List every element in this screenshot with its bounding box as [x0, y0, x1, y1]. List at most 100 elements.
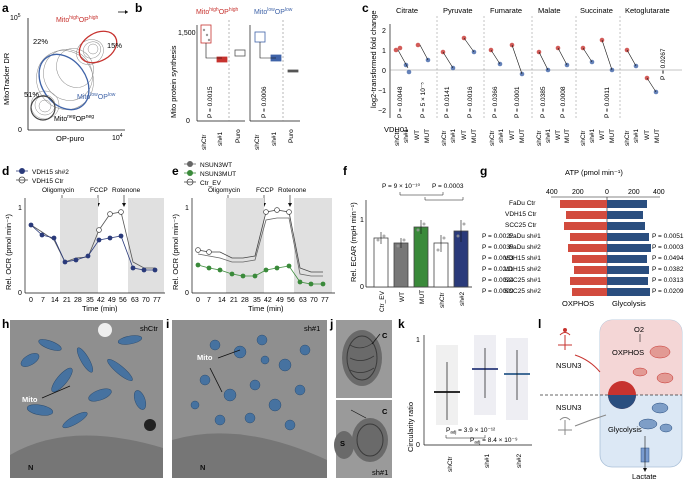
- e-points-mut: [195, 262, 326, 287]
- g-x-tick-3: 200: [628, 189, 640, 196]
- panel-b: b Mito protein synthesis 1,500 0 Mitohig…: [135, 1, 300, 150]
- g-row-label: SCC25 Ctr: [505, 222, 537, 229]
- d-x-tick: 0: [29, 297, 33, 304]
- e-drug-0: Oligomycin: [208, 187, 241, 194]
- c-cat-mut-2: MUT: [471, 129, 478, 143]
- f-cat-mut: MUT: [419, 290, 426, 304]
- a-gate-neg: [30, 95, 56, 121]
- c-cat-sh1-4: sh#1: [545, 129, 552, 143]
- c-cat-wt-2: WT: [461, 130, 468, 140]
- f-y-tick-1: 1: [360, 217, 364, 224]
- g-left-p-value: P = 0.0022: [482, 233, 514, 240]
- e-x-tick: 35: [253, 297, 261, 304]
- e-x-tick: 70: [310, 297, 318, 304]
- c-cat-shctr-3: shCtr: [489, 130, 496, 146]
- b-p-left: P = 0.0015: [207, 86, 214, 118]
- b-box-low-shctr: [254, 31, 266, 43]
- c-title-pyruvate: Pyruvate: [443, 6, 473, 15]
- d-x-tick: 49: [108, 297, 116, 304]
- panel-letter-b: b: [135, 1, 142, 15]
- e-x-axis-label: Time (min): [248, 304, 284, 313]
- c-title-fumarate: Fumarate: [490, 6, 522, 15]
- g-right-p-value: P = 0.0494: [652, 255, 684, 262]
- a-y-tick-max: 105: [10, 13, 21, 22]
- i-mitochondria: [190, 334, 311, 431]
- a-gate-low: [38, 53, 90, 111]
- e-x-ticks: 0 7 14 21 28 35 42 49 56 63 70 77: [196, 297, 329, 304]
- panel-letter-h: h: [2, 317, 9, 331]
- d-x-ticks: 0 7 14 21 28 35 42 49 56 63 70 77: [29, 297, 161, 304]
- a-pct-51: 51%: [24, 90, 39, 99]
- panel-d: d VDH15 sh#2 VDH15 Ctr Oligomycin FCCP R…: [2, 164, 165, 313]
- d-points-ctr: [96, 209, 124, 233]
- c-cat-shctr: shCtr: [394, 130, 401, 146]
- c-cat-mut: MUT: [424, 129, 431, 143]
- b-right-title: MitolowOPlow: [254, 7, 293, 16]
- b-cat-sh1-2: sh#1: [271, 132, 278, 146]
- g-left-p-value: P = 0.0009: [482, 288, 514, 295]
- c-cat-shctr-5: shCtr: [580, 130, 587, 146]
- panel-i: i sh#1 Mito N: [166, 317, 327, 478]
- g-right-p: P = 0.0051 P = 0.0003 P = 0.0494 P = 0.0…: [652, 233, 684, 295]
- b-box-high-sh1: [216, 56, 228, 63]
- c-cat-sh1-5: sh#1: [589, 129, 596, 143]
- f-bar-wt: [393, 242, 409, 288]
- e-y-tick-1: 1: [185, 205, 189, 212]
- d-x-tick: 21: [63, 297, 71, 304]
- g-footer-right: Glycolysis: [612, 299, 646, 308]
- k-p2: Padj = 8.4 × 10⁻⁹: [470, 437, 518, 445]
- b-box-high-puro: [234, 49, 246, 57]
- a-gate-high: [78, 30, 118, 64]
- d-y-tick-0: 0: [18, 290, 22, 297]
- c-cat-sh1-2: sh#1: [450, 129, 457, 143]
- f-y-axis-label: Rel. ECAR (mpH min⁻¹): [349, 202, 358, 282]
- b-cat-shctr: shCtr: [201, 134, 208, 150]
- e-line-ev: [197, 209, 323, 273]
- c-cat-mut-5: MUT: [609, 129, 616, 143]
- c-cat-shctr-4: shCtr: [536, 130, 543, 146]
- c-data-points: [393, 35, 659, 95]
- l-nsun3-bottom: NSUN3: [556, 403, 581, 412]
- g-row-label: FaDu Ctr: [509, 200, 536, 207]
- d-y-axis-label: Rel. OCR (pmol min⁻¹): [4, 213, 13, 290]
- panel-e: e NSUN3WT NSUN3MUT Ctr_EV Oligomycin FCC…: [171, 161, 335, 313]
- c-cat-mut-3: MUT: [519, 129, 526, 143]
- c-p-4: P = 0.0366: [492, 86, 499, 118]
- panel-letter-i: i: [166, 317, 169, 331]
- e-x-tick: 77: [321, 297, 329, 304]
- l-mito-icons-bottom: [638, 402, 673, 433]
- a-y-tick-zero: 0: [18, 127, 22, 134]
- panel-letter-c: c: [362, 1, 369, 15]
- k-cat-sh1: sh#1: [484, 454, 491, 468]
- b-cat-sh1: sh#1: [217, 132, 224, 146]
- e-x-tick: 21: [230, 297, 238, 304]
- c-cat-sh1: sh#1: [403, 129, 410, 143]
- a-gate-high-label: MitohighOPhigh: [56, 15, 98, 24]
- k-y-tick-0: 0: [416, 442, 420, 449]
- d-x-tick: 63: [131, 297, 139, 304]
- c-p-9: P = 0.0267: [660, 48, 667, 80]
- g-footer-left: OXPHOS: [562, 299, 594, 308]
- panel-c: c log2-transformed fold change 2 1 0 −1 …: [362, 1, 682, 146]
- k-cat-sh2: sh#2: [516, 454, 523, 468]
- c-vdh-label: VDH01: [384, 125, 408, 134]
- f-cat-shctr: shCtr: [439, 292, 446, 308]
- c-p-values: P = 0.0048 P = 5 × 10⁻⁵ P = 0.0141 P = 0…: [397, 48, 667, 118]
- panel-letter-j: j: [329, 317, 333, 331]
- f-cat-ev: Ctr_EV: [379, 290, 386, 312]
- a-x-tick-max: 104: [112, 133, 123, 142]
- d-drug-1: FCCP: [90, 187, 108, 194]
- g-oxphos-bars: [560, 200, 607, 296]
- g-left-p-value: P = 0.0039: [482, 244, 514, 251]
- c-y-axis-label: log2-transformed fold change: [369, 10, 378, 108]
- c-p-8: P = 0.0011: [604, 87, 611, 118]
- e-x-tick: 7: [207, 297, 211, 304]
- c-cat-wt-4: WT: [555, 130, 562, 140]
- e-x-tick: 63: [299, 297, 307, 304]
- d-x-tick: 14: [51, 297, 59, 304]
- c-p-3: P = 0.0016: [467, 86, 474, 118]
- h-mito-label: Mito: [22, 395, 38, 404]
- g-right-p-value: P = 0.0003: [652, 244, 684, 251]
- d-points-sh2: [28, 222, 158, 273]
- b-box-low-puro: [287, 69, 299, 73]
